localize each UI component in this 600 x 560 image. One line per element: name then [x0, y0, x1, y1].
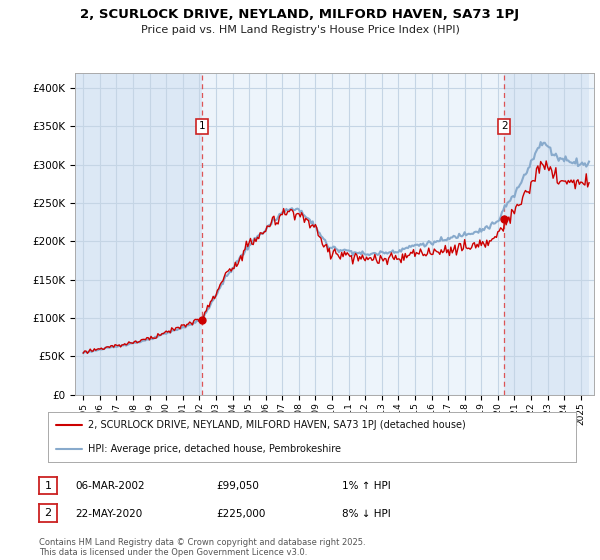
Text: 1: 1 — [199, 122, 206, 132]
Text: 8% ↓ HPI: 8% ↓ HPI — [342, 508, 391, 519]
Text: 2, SCURLOCK DRIVE, NEYLAND, MILFORD HAVEN, SA73 1PJ: 2, SCURLOCK DRIVE, NEYLAND, MILFORD HAVE… — [80, 8, 520, 21]
Text: 1: 1 — [44, 480, 52, 491]
Text: 2, SCURLOCK DRIVE, NEYLAND, MILFORD HAVEN, SA73 1PJ (detached house): 2, SCURLOCK DRIVE, NEYLAND, MILFORD HAVE… — [88, 419, 466, 430]
Bar — [75, 73, 202, 395]
Text: HPI: Average price, detached house, Pembrokeshire: HPI: Average price, detached house, Pemb… — [88, 444, 341, 454]
Text: 2: 2 — [501, 122, 508, 132]
Text: Contains HM Land Registry data © Crown copyright and database right 2025.
This d: Contains HM Land Registry data © Crown c… — [39, 538, 365, 557]
Text: Price paid vs. HM Land Registry's House Price Index (HPI): Price paid vs. HM Land Registry's House … — [140, 25, 460, 35]
Text: 06-MAR-2002: 06-MAR-2002 — [75, 481, 145, 491]
Bar — [504, 73, 589, 395]
Text: 1% ↑ HPI: 1% ↑ HPI — [342, 481, 391, 491]
Text: £225,000: £225,000 — [216, 508, 265, 519]
Text: £99,050: £99,050 — [216, 481, 259, 491]
Text: 2: 2 — [44, 508, 52, 518]
Text: 22-MAY-2020: 22-MAY-2020 — [75, 508, 142, 519]
